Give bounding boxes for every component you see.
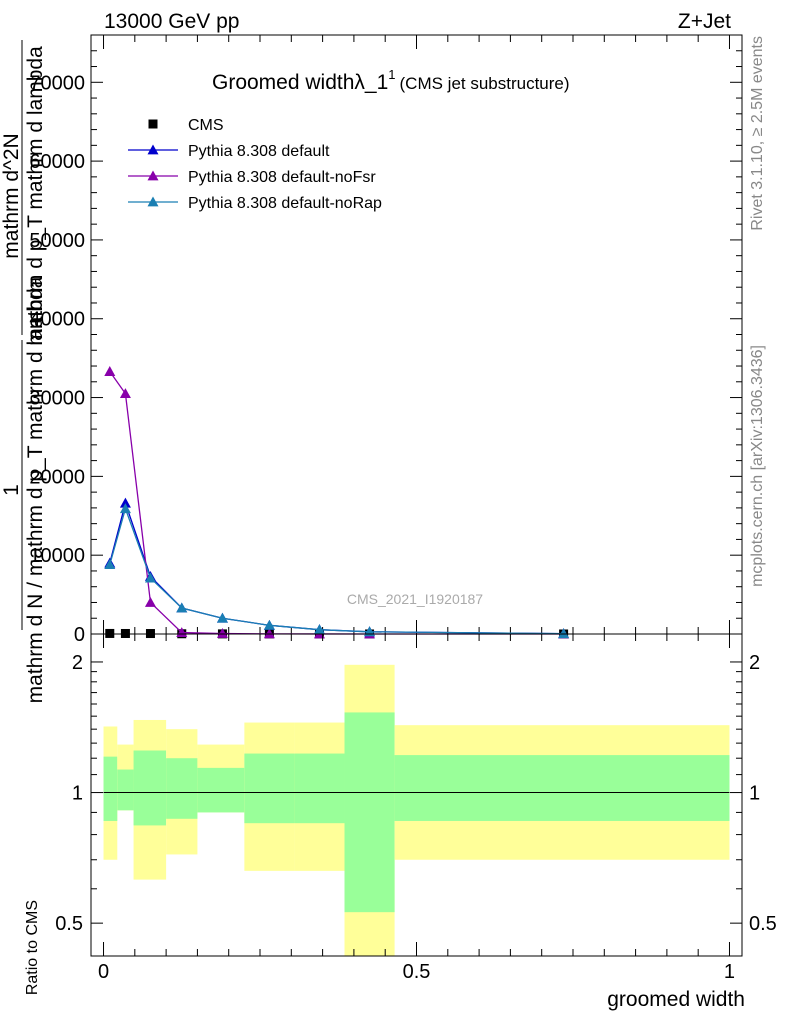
chart-title-sup: 1 [388,67,395,82]
data-point [105,628,115,638]
ratio-y-label: Ratio to CMS [24,900,41,995]
main-y-tick-label: 20000 [29,466,85,488]
legend-item: CMS [148,117,224,134]
series-point [119,503,131,514]
series-point [263,628,275,639]
legend-label: Pythia 8.308 default [188,143,330,160]
ratio-band-inner [133,750,167,826]
series-layer [104,366,570,639]
ratio-x-tick-label: 1 [724,961,735,983]
main-x-axis [103,35,730,634]
ratio-band-inner [294,753,345,824]
ratio-x-axis: 0 0.5 1 [98,634,735,983]
main-y-tick-label: 0 [74,624,85,646]
ratio-band-inner [344,712,395,913]
legend-label: Pythia 8.308 default-noRap [188,195,382,212]
ratio-band-inner [197,767,245,813]
ylabel-denominator: mathrm d N / mathrm d p_T mathrm d lambd… [24,276,47,703]
watermark: CMS_2021_I1920187 [347,591,483,607]
ratio-band-inner [244,753,295,824]
ratio-band-inner [117,769,134,811]
main-y-tick-label: 10000 [29,545,85,567]
ratio-y-tick-label-right: 2 [749,652,760,674]
legend-marker [147,144,159,155]
mcplots-label: mcplots.cern.ch [arXiv:1306.3436] [749,345,766,587]
series-point [104,559,116,570]
rivet-label: Rivet 3.1.10, ≥ 2.5M events [749,36,766,231]
ratio-x-tick-label: 0 [98,961,109,983]
series-line [109,506,564,635]
series-point [313,624,325,635]
series-point [558,628,570,639]
series-point [119,497,131,508]
series-line [109,371,564,635]
series-point [144,572,156,583]
ratio-y-tick-label-right: 1 [749,783,760,805]
legend-marker [148,119,158,129]
series-line [109,500,564,635]
series-point [144,596,156,607]
ratio-panel: 0.5 0.51 12 2 0 0.5 1 Ratio to CMS groomed wi… [24,633,777,1011]
header-energy: 13000 GeV pp [104,10,239,33]
series-point [263,619,275,630]
main-y-tick-label: 50000 [29,230,85,252]
series-3 [104,503,570,639]
ratio-y-axis: 0.5 0.5 1 1 2 2 [55,652,777,935]
ratio-band-inner [103,756,118,821]
main-y-tick-label: 30000 [29,388,85,410]
ratio-y-tick-label-right: 0.5 [749,913,777,935]
header-process: Z+Jet [678,10,731,33]
series-point [119,388,131,399]
legend-label: Pythia 8.308 default-noFsr [188,169,376,186]
series-point [216,612,228,623]
legend-item: Pythia 8.308 default-noFsr [128,169,376,186]
legend-item: Pythia 8.308 default [128,143,330,160]
ylabel-expr-numerator: mathrm d^2N [0,133,23,258]
chart-title-suffix: (CMS jet substructure) [400,74,570,93]
legend: CMS Pythia 8.308 default Pythia 8.308 defa… [128,117,382,212]
legend-marker [147,196,159,207]
main-y-label: 1 mathrm d N / mathrm d p_T mathrm d lam… [0,40,47,703]
data-point [120,628,130,638]
ratio-band-inner [166,758,198,819]
ratio-y-tick-label: 0.5 [55,913,83,935]
ratio-bands [103,664,730,956]
ratio-x-tick-label: 0.5 [403,961,431,983]
series-1 [104,497,570,639]
main-y-tick-label: 60000 [29,151,85,173]
chart-title-text: Groomed width [212,71,354,94]
series-point [176,627,188,637]
series-2 [104,366,570,639]
ylabel-expr-denominator: mathrm d p_T mathrm d lambda [24,46,47,346]
main-panel: 0 10000 20000 30000 40000 50000 60000 70000 CMS… [0,34,743,703]
chart-title: Groomed widthλ_11 (CMS jet substructure) [212,67,570,94]
series-point [104,366,116,376]
main-y-tick-label: 40000 [29,309,85,331]
ratio-band-inner [394,755,730,821]
main-y-tick-label: 70000 [29,72,85,94]
legend-item: Pythia 8.308 default-noRap [128,195,382,212]
x-axis-label: groomed width [607,988,745,1011]
series-point [176,602,188,613]
legend-marker [147,170,159,181]
ratio-y-tick-label: 1 [72,783,83,805]
ylabel-numerator: 1 [0,484,23,496]
chart-title-symbol: λ_1 [354,71,388,94]
legend-label: CMS [188,117,224,134]
series-point [216,628,228,638]
main-y-axis: 0 10000 20000 30000 40000 50000 60000 70000 [29,34,742,646]
ratio-y-tick-label: 2 [72,652,83,674]
